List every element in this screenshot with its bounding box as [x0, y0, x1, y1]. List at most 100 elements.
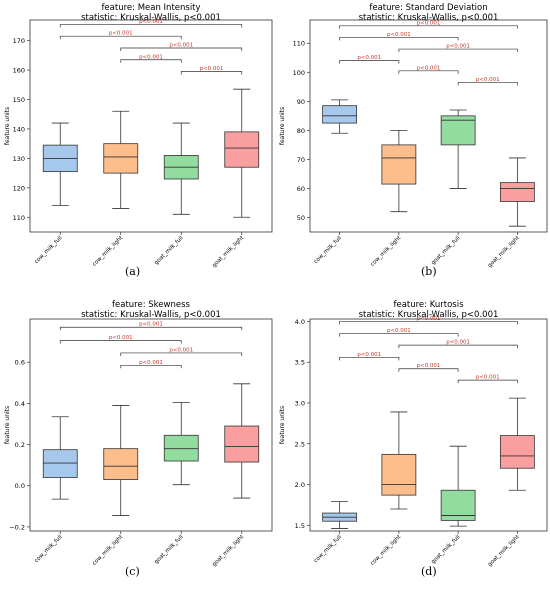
box-goat_milk_light [224, 131, 260, 168]
panel-caption-b: (b) [421, 265, 437, 278]
significance-bracket [339, 60, 400, 64]
y-tick-label: 100 [293, 69, 305, 77]
box-cow_milk_light [103, 143, 139, 174]
chart-subtitle: statistic: Kruskal-Wallis, p<0.001 [359, 310, 499, 320]
y-axis-label: feature units [279, 406, 286, 444]
x-tick-label: cow_milk_full [313, 235, 343, 265]
y-tick-label: 110 [293, 40, 305, 48]
significance-label: p<0.001 [387, 328, 411, 334]
y-tick-label: 4.0 [295, 318, 305, 326]
y-tick-label: 60 [297, 185, 305, 193]
significance-label: p<0.001 [109, 335, 133, 341]
chart-title: feature: Kurtosis [393, 300, 464, 310]
significance-label: p<0.001 [109, 31, 133, 37]
y-tick-label: 3.0 [295, 399, 305, 407]
y-tick-label: 2.0 [295, 481, 305, 489]
significance-bracket [457, 379, 518, 384]
significance-label: p<0.001 [139, 19, 163, 25]
x-tick-label: cow_milk_light [92, 235, 125, 268]
y-tick-label: 80 [297, 127, 305, 135]
panel-caption-c: (c) [125, 565, 140, 578]
x-tick-label: goat_milk_light [211, 534, 245, 568]
significance-label: p<0.001 [139, 360, 163, 366]
chart-panel-c: feature: Skewness statistic: Kruskal-Wall… [0, 297, 275, 594]
significance-bracket [339, 25, 518, 29]
panel-caption-a: (a) [125, 265, 141, 278]
significance-label: p<0.001 [357, 352, 381, 358]
y-tick-label: 160 [13, 67, 25, 75]
chart-panel-d: feature: Kurtosis statistic: Kruskal-Wall… [275, 297, 550, 594]
box-goat_milk_light [499, 182, 535, 202]
y-axis-label: feature units [4, 107, 11, 145]
y-tick-label: 1.5 [295, 522, 305, 530]
x-tick-label: goat_milk_full [154, 534, 185, 565]
chart-panel-a: feature: Mean Intensity statistic: Kruska… [0, 0, 275, 297]
x-tick-label: goat_milk_light [487, 534, 521, 568]
y-tick-label: 0.0 [15, 482, 25, 490]
significance-bracket [120, 47, 243, 51]
y-tick-label: −0.2 [9, 523, 25, 531]
x-tick-label: goat_milk_full [430, 235, 461, 266]
chart-title: feature: Mean Intensity [101, 3, 200, 13]
significance-bracket [59, 340, 182, 344]
box-cow_milk_light [381, 144, 417, 185]
y-axis-label: feature units [4, 406, 11, 444]
significance-label: p<0.001 [139, 322, 163, 328]
chart-subtitle: statistic: Kruskal-Wallis, p<0.001 [81, 310, 221, 320]
significance-label: p<0.001 [200, 66, 224, 72]
significance-label: p<0.001 [417, 65, 441, 71]
chart-subtitle: statistic: Kruskal-Wallis, p<0.001 [81, 13, 221, 23]
box-goat_milk_light [499, 435, 535, 469]
significance-bracket [339, 333, 459, 337]
significance-label: p<0.001 [357, 55, 381, 61]
x-tick-label: cow_milk_full [34, 235, 64, 265]
chart-subtitle: statistic: Kruskal-Wallis, p<0.001 [359, 13, 499, 23]
plot-frame [29, 19, 273, 233]
significance-label: p<0.001 [417, 316, 441, 322]
y-tick-label: 140 [13, 125, 25, 133]
box-cow_milk_light [381, 453, 417, 496]
box-cow_milk_full [42, 449, 78, 478]
x-tick-label: cow_milk_light [370, 534, 403, 567]
box-goat_milk_full [163, 434, 199, 462]
x-tick-label: cow_milk_full [313, 534, 343, 564]
chart-title: feature: Standard Deviation [369, 3, 487, 13]
y-tick-label: 90 [297, 98, 305, 106]
significance-label: p<0.001 [446, 340, 470, 346]
x-tick-label: cow_milk_light [370, 235, 403, 268]
x-tick-label: goat_milk_full [154, 235, 185, 266]
x-tick-label: cow_milk_full [34, 534, 64, 564]
significance-bracket [339, 37, 459, 41]
plot-frame [309, 318, 548, 532]
y-tick-label: 110 [13, 214, 25, 222]
box-cow_milk_full [322, 105, 358, 124]
significance-label: p<0.001 [169, 347, 193, 353]
significance-bracket [59, 24, 243, 28]
significance-label: p<0.001 [417, 363, 441, 369]
y-axis-label: feature units [279, 107, 286, 145]
y-tick-label: 0.2 [15, 441, 25, 449]
y-tick-label: 150 [13, 96, 25, 104]
significance-bracket [59, 35, 182, 40]
plot-frame [29, 318, 273, 532]
y-tick-label: 70 [297, 156, 305, 164]
x-tick-label: goat_milk_light [211, 235, 245, 269]
x-tick-label: goat_milk_full [430, 534, 461, 565]
y-tick-label: 50 [297, 214, 305, 222]
box-cow_milk_light [103, 448, 139, 480]
significance-label: p<0.001 [446, 44, 470, 50]
significance-label: p<0.001 [387, 32, 411, 38]
x-tick-label: goat_milk_light [487, 235, 521, 269]
chart-panel-b: feature: Standard Deviation statistic: Kr… [275, 0, 550, 297]
significance-bracket [180, 71, 243, 75]
significance-bracket [120, 352, 243, 356]
panel-caption-d: (d) [421, 565, 437, 578]
plot-frame [309, 19, 548, 233]
y-tick-label: 3.5 [295, 359, 305, 367]
significance-bracket [339, 356, 400, 361]
box-goat_milk_light [224, 425, 260, 463]
